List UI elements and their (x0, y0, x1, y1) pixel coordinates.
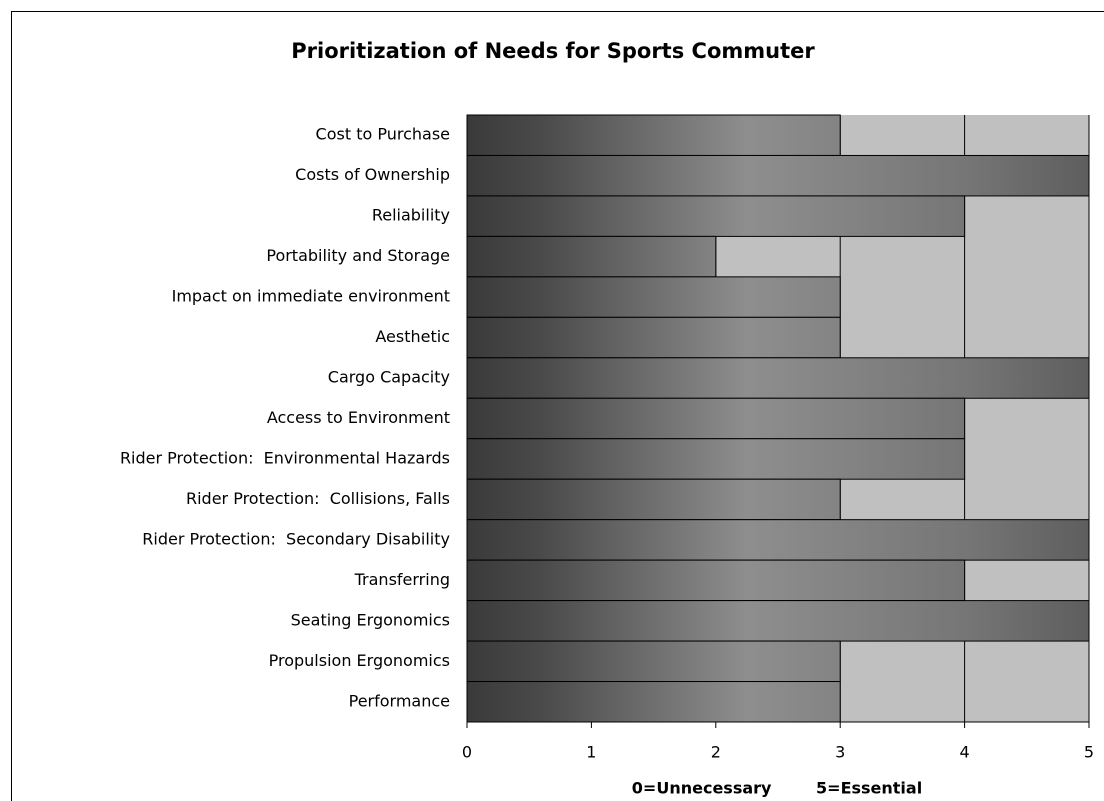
x-tick-label: 2 (711, 743, 721, 762)
bar (466, 600, 1090, 642)
bar (466, 276, 841, 318)
y-tick-label: Cargo Capacity (328, 368, 450, 387)
y-tick-label: Costs of Ownership (295, 165, 450, 184)
y-tick-label: Cost to Purchase (316, 125, 450, 144)
y-tick-label: Transferring (354, 570, 450, 589)
y-tick-label: Aesthetic (375, 327, 450, 346)
bar (466, 559, 966, 602)
y-tick-label: Rider Protection: Collisions, Falls (186, 489, 450, 508)
y-tick-label: Seating Ergonomics (291, 610, 450, 629)
x-tick-label: 4 (960, 743, 970, 762)
bar (466, 195, 966, 237)
bar (466, 397, 966, 440)
bar (466, 681, 841, 723)
y-tick-label: Impact on immediate environment (172, 287, 450, 306)
x-axis-label: 0=Unnecessary 5=Essential (632, 779, 922, 798)
bar (466, 478, 841, 521)
chart-border (11, 11, 1104, 801)
bar (466, 438, 966, 480)
y-tick-label: Access to Environment (267, 408, 450, 427)
x-tick-label: 1 (586, 743, 596, 762)
y-tick-label: Propulsion Ergonomics (269, 651, 450, 670)
bar (466, 154, 1090, 197)
x-tick-label: 3 (835, 743, 845, 762)
x-tick-label: 0 (462, 743, 472, 762)
bar (466, 519, 1090, 561)
y-tick-label: Portability and Storage (266, 246, 450, 265)
y-tick-label: Reliability (372, 206, 450, 225)
bar (466, 357, 1090, 399)
chart-title: Prioritization of Needs for Sports Commu… (291, 39, 815, 63)
bar (466, 316, 841, 359)
bar (466, 235, 717, 278)
y-tick-label: Rider Protection: Secondary Disability (142, 529, 450, 548)
y-tick-label: Performance (349, 691, 450, 710)
bar (466, 114, 841, 156)
y-tick-label: Rider Protection: Environmental Hazards (120, 448, 450, 467)
x-tick-label: 5 (1084, 743, 1094, 762)
bar (466, 640, 841, 683)
